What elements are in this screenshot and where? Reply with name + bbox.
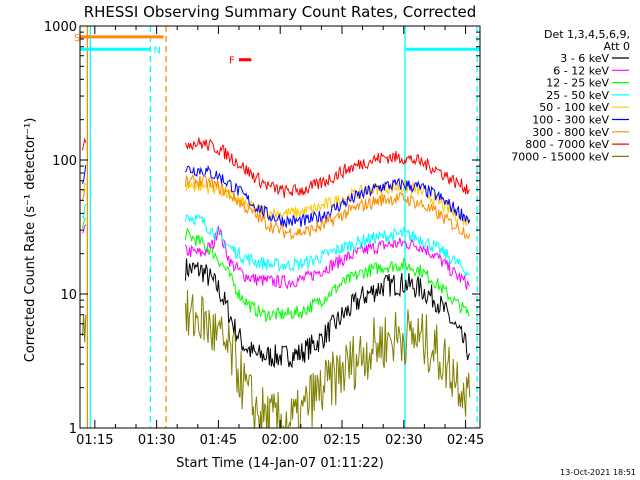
legend-label-1: 6 - 12 keV [553, 64, 609, 77]
y-tick-label-1: 10 [60, 288, 77, 303]
series-line-8-0 [82, 314, 87, 343]
y-tick-label-0: 1 [69, 422, 77, 437]
y-tick-label-3: 1000 [44, 20, 77, 35]
series-line-1-1 [185, 225, 471, 290]
legend-label-3: 25 - 50 keV [546, 89, 609, 102]
chart-title: RHESSI Observing Summary Count Rates, Co… [84, 3, 477, 21]
series-line-1-0 [82, 224, 87, 234]
y-axis-label: Corrected Count Rate (s⁻¹ detector⁻¹) [23, 118, 38, 363]
legend-label-7: 800 - 7000 keV [525, 138, 609, 151]
flag-label-s: S [74, 33, 80, 44]
legend-label-4: 50 - 100 keV [539, 101, 609, 114]
series-line-5-0 [82, 164, 87, 184]
series-line-3-0 [82, 203, 87, 219]
series-line-2-0 [82, 217, 87, 229]
series-line-7-0 [82, 137, 87, 151]
x-axis-label: Start Time (14-Jan-07 01:11:22) [176, 456, 384, 471]
legend-label-5: 100 - 300 keV [532, 114, 609, 127]
x-tick-label-3: 02:00 [261, 433, 298, 448]
flag-label-n: N [153, 45, 160, 56]
series-line-8-1 [185, 289, 471, 428]
legend-header-1: Att 0 [604, 40, 630, 53]
series-line-7-1 [185, 137, 471, 198]
x-tick-label-5: 02:30 [385, 433, 422, 448]
series-line-2-1 [185, 227, 471, 323]
x-tick-label-6: 02:45 [447, 433, 484, 448]
series-line-3-1 [185, 214, 470, 278]
legend-label-6: 300 - 800 keV [532, 126, 609, 139]
legend-header-0: Det 1,3,4,5,6,9, [544, 28, 630, 41]
legend-label-0: 3 - 6 keV [560, 52, 609, 65]
series-line-0-0 [185, 258, 471, 369]
y-tick-label-2: 100 [52, 154, 77, 169]
series-line-4-0 [82, 181, 87, 192]
x-tick-label-4: 02:15 [323, 433, 360, 448]
legend-label-8: 7000 - 15000 keV [511, 150, 609, 163]
series-line-6-0 [82, 188, 86, 201]
x-tick-label-2: 01:45 [200, 433, 237, 448]
x-tick-label-1: 01:30 [138, 433, 175, 448]
x-tick-label-0: 01:15 [76, 433, 113, 448]
series-line-6-1 [185, 174, 471, 241]
legend-label-2: 12 - 25 keV [546, 77, 609, 90]
flag-label-f: F [229, 56, 235, 67]
timestamp: 13-Oct-2021 18:51 [560, 468, 636, 477]
plot-frame [79, 25, 481, 429]
